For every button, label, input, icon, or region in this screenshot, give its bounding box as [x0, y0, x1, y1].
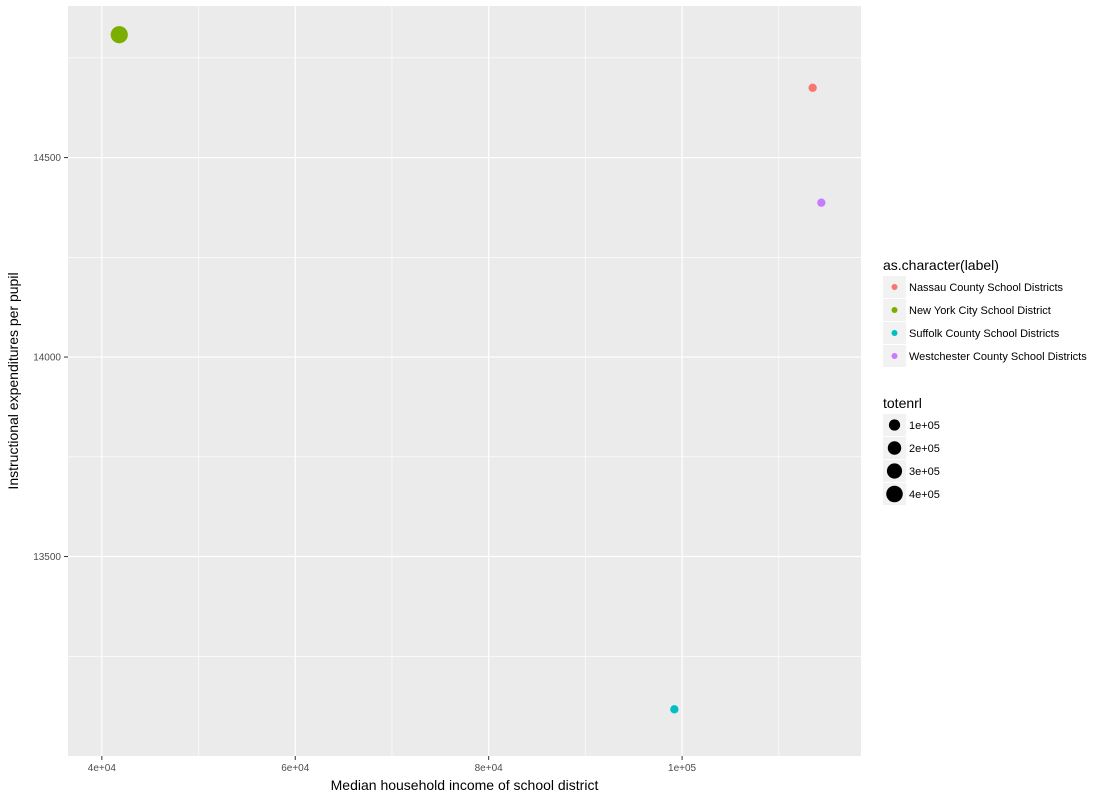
grid-minor — [68, 6, 861, 756]
legend-size-label: 1e+05 — [909, 420, 940, 432]
legend-size-key — [886, 463, 903, 479]
legend-size: totenrl 1e+05 2e+05 3e+05 4e+05 — [883, 395, 940, 505]
legend-size-label: 2e+05 — [909, 443, 940, 455]
grid-major — [68, 6, 861, 756]
legend-size-label: 3e+05 — [909, 466, 940, 478]
x-tick-label: 4e+04 — [88, 763, 117, 774]
x-axis: 4e+04 6e+04 8e+04 1e+05 — [88, 756, 697, 774]
legend-color-label: New York City School District — [909, 305, 1051, 317]
legend-size-key — [887, 441, 902, 455]
y-axis-title: Instructional expenditures per pupil — [5, 272, 21, 489]
data-point — [670, 705, 679, 714]
legend-size-key — [886, 485, 903, 503]
legend-color-key — [891, 330, 898, 336]
legend-color-key — [891, 307, 898, 313]
legend-color-title: as.character(label) — [883, 257, 999, 273]
y-tick-label: 13500 — [33, 552, 61, 563]
data-points — [110, 26, 826, 714]
legend-color-label: Westchester County School Districts — [909, 351, 1087, 363]
legend-color-key — [891, 353, 898, 359]
legend-color-label: Nassau County School Districts — [909, 282, 1064, 294]
y-axis: 13500 14000 14500 — [33, 153, 68, 563]
x-axis-title: Median household income of school distri… — [331, 777, 599, 793]
y-tick-label: 14000 — [33, 353, 61, 364]
y-tick-label: 14500 — [33, 153, 61, 164]
plot-panel — [68, 6, 861, 756]
legend-size-key — [888, 419, 901, 431]
legend-color-label: Suffolk County School Districts — [909, 328, 1060, 340]
x-tick-label: 6e+04 — [281, 763, 310, 774]
legend-size-label: 4e+05 — [909, 489, 940, 501]
x-tick-label: 1e+05 — [668, 763, 697, 774]
legend-color-key — [891, 284, 898, 290]
data-point — [110, 26, 128, 44]
data-point — [817, 198, 826, 207]
x-tick-label: 8e+04 — [475, 763, 504, 774]
data-point — [808, 83, 817, 92]
legend-color: as.character(label) Nassau County School… — [883, 257, 1087, 367]
legend-size-title: totenrl — [883, 395, 922, 411]
